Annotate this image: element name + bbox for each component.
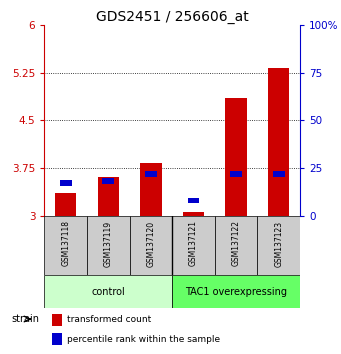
Bar xyxy=(230,171,242,177)
Bar xyxy=(225,98,247,216)
Text: GSM137120: GSM137120 xyxy=(146,221,155,267)
Text: transformed count: transformed count xyxy=(67,315,152,324)
Text: GSM137122: GSM137122 xyxy=(232,221,241,267)
Text: TAC1 overexpressing: TAC1 overexpressing xyxy=(185,287,287,297)
Text: GSM137121: GSM137121 xyxy=(189,221,198,267)
Bar xyxy=(172,275,300,308)
Bar xyxy=(52,333,62,345)
Bar xyxy=(273,171,285,177)
Bar xyxy=(140,163,162,216)
Text: percentile rank within the sample: percentile rank within the sample xyxy=(67,335,221,344)
Bar xyxy=(44,216,87,275)
Text: strain: strain xyxy=(11,314,39,324)
Bar xyxy=(98,177,119,216)
Bar xyxy=(268,68,290,216)
Bar xyxy=(60,180,72,186)
Bar xyxy=(52,314,62,326)
Bar xyxy=(183,212,204,216)
Bar xyxy=(215,216,257,275)
Bar xyxy=(172,216,215,275)
Bar xyxy=(55,193,76,216)
Title: GDS2451 / 256606_at: GDS2451 / 256606_at xyxy=(96,10,249,24)
Bar xyxy=(257,216,300,275)
Bar xyxy=(44,275,172,308)
Text: control: control xyxy=(91,287,125,297)
Bar xyxy=(102,178,114,184)
Bar xyxy=(87,216,130,275)
Text: GSM137118: GSM137118 xyxy=(61,221,70,267)
Bar xyxy=(188,198,199,203)
Bar xyxy=(145,171,157,177)
Bar xyxy=(130,216,172,275)
Text: GSM137123: GSM137123 xyxy=(274,221,283,267)
Text: GSM137119: GSM137119 xyxy=(104,221,113,267)
